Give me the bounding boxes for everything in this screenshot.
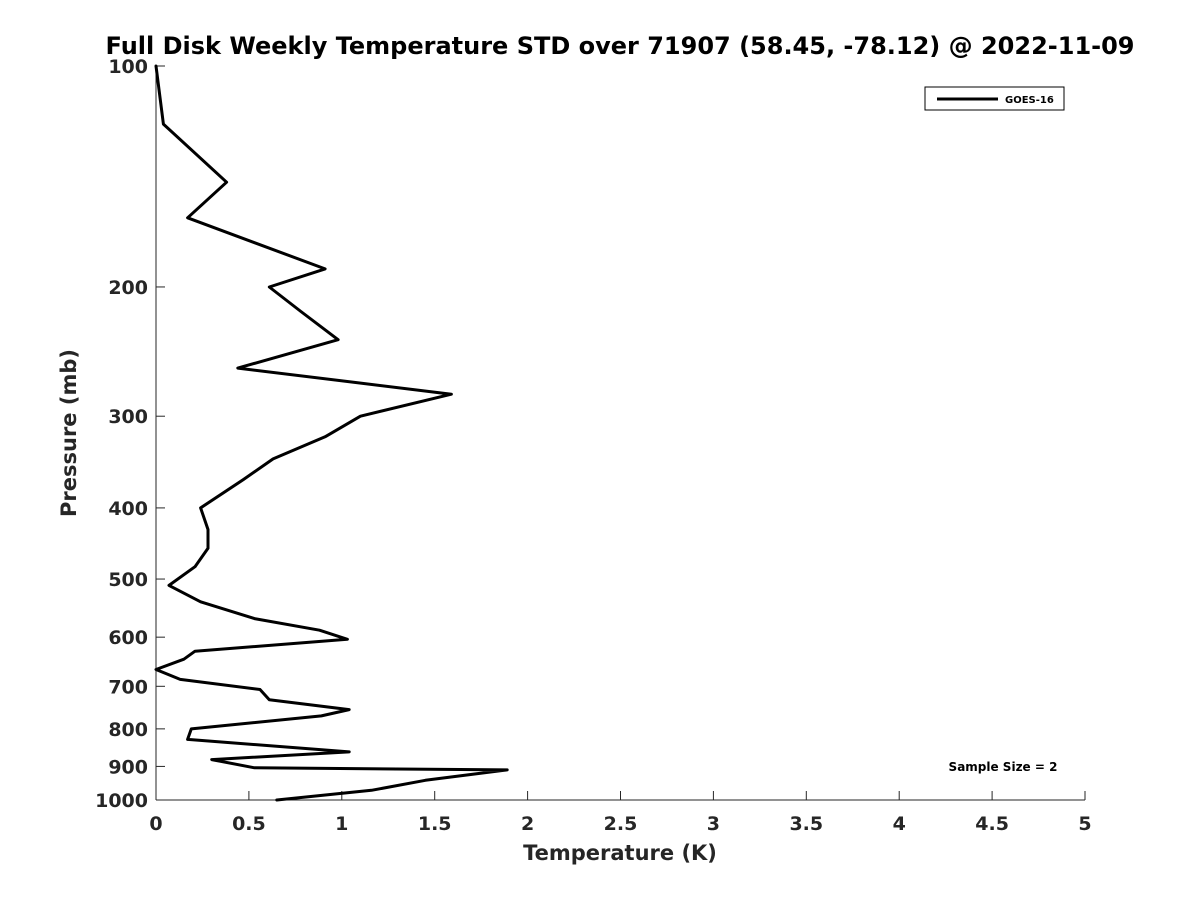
y-tick-label: 500 bbox=[108, 569, 148, 591]
y-tick-label: 700 bbox=[108, 676, 148, 698]
x-tick-label: 5 bbox=[1078, 813, 1091, 835]
x-tick-label: 2.5 bbox=[604, 813, 638, 835]
y-tick-label: 800 bbox=[108, 719, 148, 741]
y-tick-label: 100 bbox=[108, 56, 148, 78]
axes bbox=[155, 66, 1085, 801]
legend-label-goes-16: GOES-16 bbox=[1005, 95, 1054, 106]
x-tick-label: 3.5 bbox=[789, 813, 823, 835]
y-tick-label: 600 bbox=[108, 627, 148, 649]
y-tick-label: 300 bbox=[108, 406, 148, 428]
x-tick-label: 4 bbox=[893, 813, 906, 835]
chart-title: Full Disk Weekly Temperature STD over 71… bbox=[106, 32, 1135, 60]
x-tick-label: 1 bbox=[335, 813, 348, 835]
series-line-goes-16 bbox=[154, 64, 509, 802]
sample-size-annotation: Sample Size = 2 bbox=[949, 760, 1058, 774]
x-tick-label: 2 bbox=[521, 813, 534, 835]
y-tick-label: 900 bbox=[108, 756, 148, 778]
series-lines bbox=[154, 64, 509, 802]
y-tick-label: 1000 bbox=[95, 790, 148, 812]
x-tick-label: 0 bbox=[149, 813, 162, 835]
legend: GOES-16 bbox=[924, 86, 1065, 111]
y-axis-label: Pressure (mb) bbox=[57, 349, 81, 517]
x-axis-label: Temperature (K) bbox=[523, 841, 717, 865]
x-tick-label: 4.5 bbox=[975, 813, 1009, 835]
y-axis-ticks: 100 200 300 400 500 600 700 800 900 1000 bbox=[95, 56, 165, 812]
x-tick-label: 0.5 bbox=[232, 813, 266, 835]
x-tick-label: 1.5 bbox=[418, 813, 452, 835]
x-axis-ticks: 0 0.5 1 1.5 2 2.5 3 3.5 4 4.5 5 bbox=[149, 791, 1092, 835]
x-tick-label: 3 bbox=[707, 813, 720, 835]
y-tick-label: 200 bbox=[108, 277, 148, 299]
y-tick-label: 400 bbox=[108, 498, 148, 520]
